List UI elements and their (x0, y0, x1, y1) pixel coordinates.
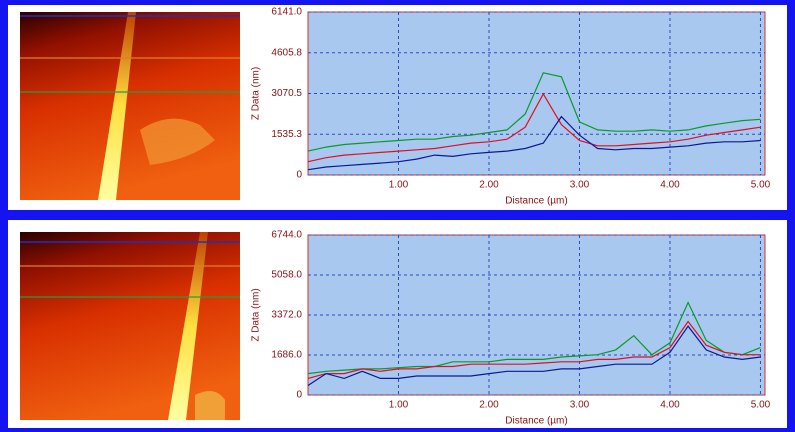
x-tick-label: 4.00 (660, 400, 680, 411)
y-axis-label: Z Data (nm) (251, 288, 262, 341)
y-tick-label: 4605.8 (271, 47, 302, 58)
x-tick-label: 1.00 (389, 400, 409, 411)
x-tick-label: 3.00 (570, 400, 590, 411)
y-axis-label: Z Data (nm) (251, 67, 262, 120)
data-line (307, 325, 761, 387)
x-tick-label: 1.00 (389, 180, 409, 191)
x-tick-label: 2.00 (479, 400, 499, 411)
y-tick-label: 6744.0 (271, 230, 302, 241)
x-tick-label: 4.00 (660, 180, 680, 191)
scan-image (20, 12, 240, 200)
x-tick-label: 5.00 (751, 180, 771, 191)
x-tick-label: 3.00 (570, 180, 590, 191)
data-line (307, 115, 761, 171)
data-line (307, 320, 761, 379)
y-tick-label: 1686.0 (271, 350, 302, 361)
data-line (307, 92, 761, 163)
x-tick-label: 5.00 (751, 400, 771, 411)
x-tick-label: 2.00 (479, 180, 499, 191)
y-tick-label: 5058.0 (271, 270, 302, 281)
y-tick-label: 3070.5 (271, 88, 302, 99)
x-axis-label: Distance (µm) (505, 416, 567, 427)
y-tick-label: 1535.3 (271, 129, 302, 140)
x-axis-label: Distance (µm) (505, 196, 567, 207)
scan-image (20, 232, 240, 420)
data-line (307, 72, 761, 152)
y-tick-label: 0 (296, 390, 302, 401)
data-line (307, 301, 761, 375)
y-tick-label: 6141.0 (271, 7, 302, 18)
y-tick-label: 3372.0 (271, 310, 302, 321)
y-tick-label: 0 (296, 170, 302, 181)
